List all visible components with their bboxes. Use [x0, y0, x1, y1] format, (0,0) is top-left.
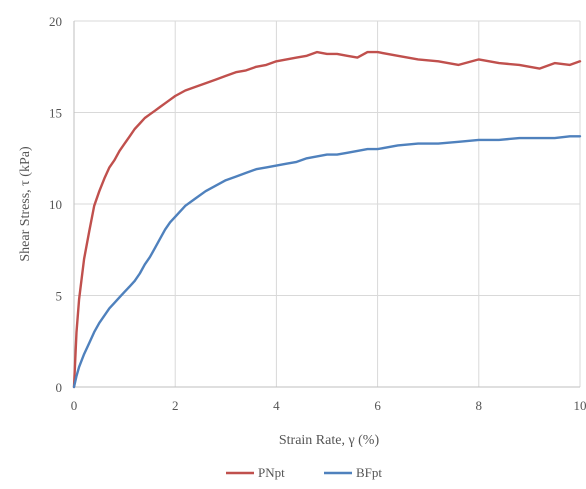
axes — [73, 21, 580, 388]
y-tick-label: 0 — [56, 380, 63, 395]
y-tick-label: 15 — [49, 106, 62, 121]
legend-label-pnpt: PNpt — [258, 465, 285, 480]
gridlines — [74, 20, 581, 387]
legend: PNpt BFpt — [226, 465, 382, 480]
x-tick-label: 2 — [172, 398, 179, 413]
legend-label-bfpt: BFpt — [356, 465, 382, 480]
tick-labels: 0 5 10 15 20 0 2 4 6 8 10 — [49, 14, 586, 413]
y-tick-label: 5 — [56, 289, 63, 304]
y-axis-label: Shear Stress, τ (kPa) — [18, 146, 33, 262]
x-axis-label: Strain Rate, γ (%) — [279, 433, 380, 448]
x-tick-label: 10 — [574, 398, 586, 413]
x-tick-label: 6 — [374, 398, 381, 413]
series-lines — [72, 50, 582, 389]
series-line-pnpt — [72, 50, 582, 389]
series-line-bfpt — [72, 135, 582, 389]
y-tick-label: 10 — [49, 197, 62, 212]
x-tick-label: 0 — [71, 398, 78, 413]
x-tick-label: 8 — [476, 398, 483, 413]
x-tick-label: 4 — [273, 398, 280, 413]
y-tick-label: 20 — [49, 14, 62, 29]
